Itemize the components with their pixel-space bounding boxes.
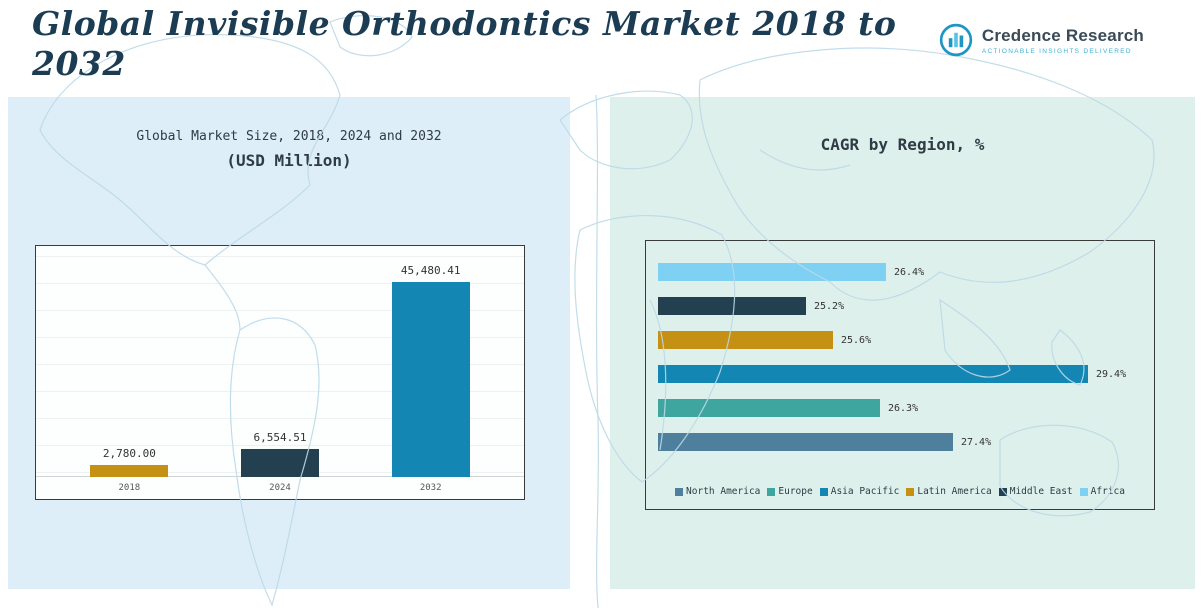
- market-size-chart: 2,780.00 2018 6,554.51 2024 45,480.41 20…: [35, 245, 525, 500]
- x-tick-label: 2024: [269, 483, 291, 493]
- value-label: 26.4%: [894, 266, 925, 278]
- value-label: 25.6%: [841, 334, 872, 346]
- legend-label: Asia Pacific: [830, 486, 900, 497]
- legend-swatch: [998, 487, 1007, 496]
- brand-logo: Credence Research Actionable Insights De…: [938, 22, 1144, 58]
- bar-row-north-america: 27.4%: [658, 425, 1146, 459]
- brand-text-block: Credence Research Actionable Insights De…: [982, 26, 1144, 55]
- chart-legend: North America Europe Asia Pacific Latin …: [646, 486, 1154, 497]
- right-chart-title: CAGR by Region, %: [820, 135, 985, 154]
- market-bar-2018: [90, 465, 169, 477]
- legend-item-africa: Africa: [1079, 486, 1125, 497]
- legend-swatch: [767, 487, 776, 496]
- cagr-bar-latin-america: [658, 331, 833, 349]
- left-chart-subtitle: (USD Million): [226, 151, 352, 170]
- legend-label: Middle East: [1009, 486, 1073, 497]
- left-chart-title: Global Market Size, 2018, 2024 and 2032: [136, 129, 442, 144]
- column-slot-2018: 2,780.00 2018: [54, 246, 205, 499]
- brand-name: Credence Research: [981, 25, 1144, 45]
- plot-area: 2,780.00 2018 6,554.51 2024 45,480.41 20…: [54, 246, 506, 499]
- plot-area: 26.4% 25.2% 25.6% 29.4% 26.3%: [658, 255, 1146, 459]
- legend-swatch: [906, 487, 915, 496]
- legend-swatch: [819, 487, 828, 496]
- legend-label: Latin America: [917, 486, 992, 497]
- bar-row-asia-pacific: 29.4%: [658, 357, 1146, 391]
- cagr-chart: 26.4% 25.2% 25.6% 29.4% 26.3%: [645, 240, 1155, 510]
- legend-label: Africa: [1090, 486, 1125, 497]
- value-label: 25.2%: [814, 300, 845, 312]
- legend-label: Europe: [778, 486, 813, 497]
- legend-label: North America: [686, 486, 761, 497]
- x-tick-label: 2018: [118, 483, 141, 493]
- column-slot-2024: 6,554.51 2024: [205, 246, 356, 499]
- value-label: 6,554.51: [253, 431, 307, 444]
- bar-row-europe: 26.3%: [658, 391, 1146, 425]
- page-title: Global Invisible Orthodontics Market 201…: [32, 4, 897, 84]
- cagr-bar-asia-pacific: [658, 365, 1088, 383]
- x-tick-label: 2032: [419, 483, 442, 493]
- legend-item-latin-america: Latin America: [906, 486, 992, 497]
- legend-swatch: [675, 487, 684, 496]
- legend-item-europe: Europe: [767, 486, 813, 497]
- bar-row-latin-america: 25.6%: [658, 323, 1146, 357]
- cagr-panel-content: CAGR by Region, % 26.4% 25.2% 25.6% 29.4: [610, 97, 1195, 589]
- cagr-bar-north-america: [658, 433, 953, 451]
- value-label: 45,480.41: [400, 264, 461, 277]
- bar-chart-circle-icon: [938, 22, 974, 58]
- value-label: 29.4%: [1096, 368, 1127, 380]
- value-label: 2,780.00: [102, 447, 156, 460]
- market-bar-2032: [391, 282, 470, 477]
- brand-tagline: Actionable Insights Delivered: [981, 47, 1132, 55]
- value-label: 27.4%: [961, 436, 992, 448]
- market-bar-2024: [241, 449, 319, 477]
- bar-row-middle-east: 25.2%: [658, 289, 1146, 323]
- legend-item-asia-pacific: Asia Pacific: [819, 486, 900, 497]
- legend-item-north-america: North America: [675, 486, 760, 497]
- cagr-bar-middle-east: [658, 297, 806, 315]
- value-label: 26.3%: [888, 402, 919, 414]
- market-size-panel-content: Global Market Size, 2018, 2024 and 2032 …: [8, 97, 570, 589]
- legend-item-middle-east: Middle East: [998, 486, 1073, 497]
- legend-swatch: [1079, 487, 1088, 496]
- cagr-bar-africa: [658, 263, 886, 281]
- cagr-bar-europe: [658, 399, 880, 417]
- bar-row-africa: 26.4%: [658, 255, 1146, 289]
- column-slot-2032: 45,480.41 2032: [355, 246, 506, 499]
